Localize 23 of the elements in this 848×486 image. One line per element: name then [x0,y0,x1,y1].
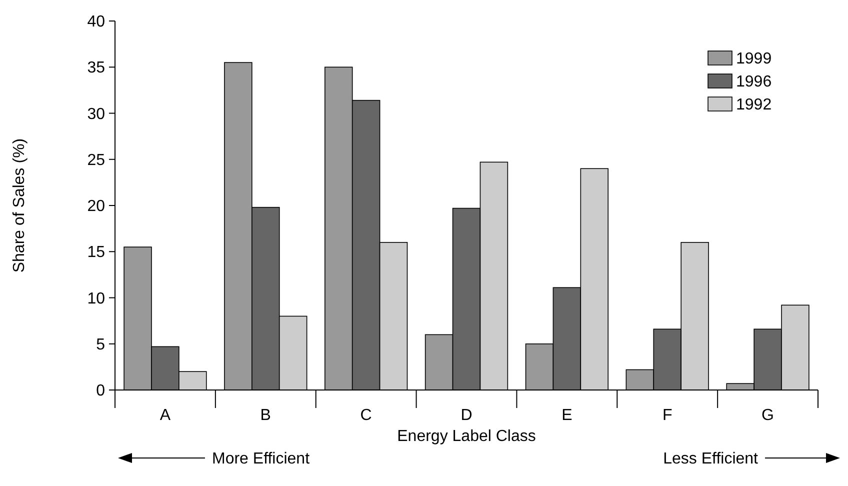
y-tick-label: 25 [87,152,106,169]
x-tick-label: F [662,407,672,424]
y-tick-label: 30 [87,106,106,123]
legend-label: 1999 [736,50,772,68]
legend-label: 1996 [736,74,772,91]
y-tick-label: 5 [96,336,106,354]
text: More Efficient [212,450,310,468]
y-tick-label: 35 [87,60,106,77]
text: Less Efficient [663,450,759,468]
x-tick-label: C [360,407,372,424]
x-tick-label: A [160,407,171,424]
y-axis-title: Share of Sales (%) [11,138,28,273]
legend-label: 1992 [736,96,772,114]
x-tick-label: B [260,407,271,424]
y-tick-label: 40 [87,14,106,31]
x-axis-title: Energy Label Class [397,428,536,445]
x-tick-label: D [460,407,472,424]
y-tick-label: 0 [96,382,106,400]
y-tick-label: 15 [87,244,106,262]
y-tick-label: 20 [87,198,106,216]
x-tick-label: E [562,407,572,424]
x-tick-label: G [762,407,774,424]
y-tick-label: 10 [87,290,106,308]
